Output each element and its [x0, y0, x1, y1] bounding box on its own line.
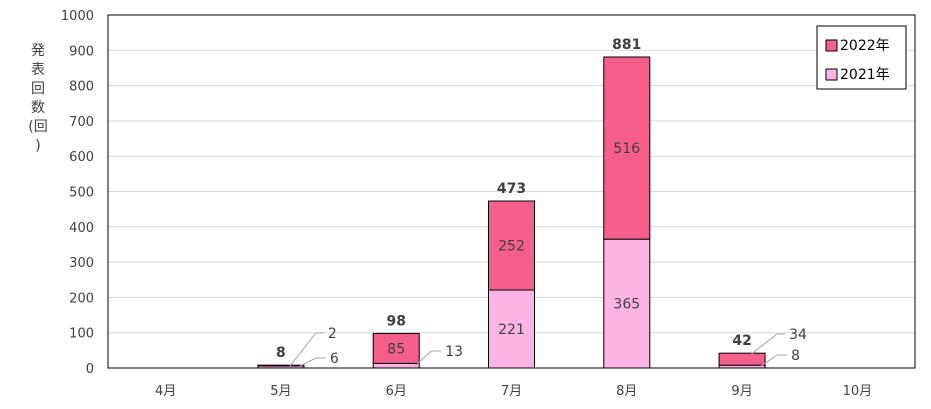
legend-swatch	[825, 68, 838, 81]
y-axis-label-char: (回	[28, 119, 47, 135]
segment-label-2022: 2	[328, 326, 337, 342]
y-axis-label-char: 数	[31, 100, 45, 116]
leader-line-2021	[760, 354, 788, 367]
segment-label-2021: 221	[498, 322, 525, 338]
y-tick-label: 0	[86, 362, 94, 377]
segment-label-2021: 13	[445, 344, 463, 360]
leader-line-2022	[289, 332, 324, 367]
data-labels: 8 2 6 98 85 13 473 252 221 881 516 365 42 34 8	[276, 37, 807, 367]
y-axis-label-char: 表	[31, 62, 45, 78]
bar-2022	[372, 332, 420, 364]
segment-label-2022: 34	[789, 327, 807, 343]
y-tick-label: 400	[69, 221, 94, 236]
bar-2022	[257, 364, 305, 367]
y-axis-label-char: 発	[31, 43, 45, 59]
x-tick-label: 10月	[843, 384, 873, 399]
x-tick-label: 8月	[616, 384, 637, 399]
x-tick-label: 5月	[270, 384, 291, 399]
segment-label-2021: 8	[791, 348, 800, 364]
y-tick-label: 700	[69, 115, 94, 130]
bar-2022	[488, 200, 535, 291]
segment-label-2021: 6	[330, 351, 339, 367]
bar-2022	[603, 56, 651, 240]
legend-swatch	[825, 39, 838, 52]
total-label: 42	[732, 333, 751, 349]
total-label: 8	[276, 345, 286, 361]
y-axis-label-char: 回	[31, 81, 45, 97]
leader-line-2021	[414, 350, 442, 367]
x-tick-label: 6月	[386, 384, 407, 399]
bars	[257, 56, 766, 369]
leader-line-2021	[299, 357, 326, 367]
plot-frame	[107, 14, 916, 369]
y-axis-label-char: )	[35, 138, 40, 154]
bar-2021	[603, 238, 651, 369]
x-tick-label: 7月	[501, 384, 522, 399]
y-tick-label: 900	[69, 44, 94, 59]
segment-label-2022: 252	[498, 239, 525, 255]
total-label: 473	[497, 181, 526, 197]
segment-label-2022: 85	[387, 341, 405, 357]
y-tick-label: 100	[69, 327, 94, 342]
y-axis-ticks: 0 100 200 300 400 500 600 700 800 900 1000	[61, 9, 94, 377]
bar-2022	[718, 352, 766, 366]
x-tick-label: 4月	[155, 384, 176, 399]
x-tick-label: 9月	[731, 384, 752, 399]
y-tick-label: 600	[69, 150, 94, 165]
segment-label-2022: 516	[613, 141, 640, 157]
x-axis-categories: 4月 5月 6月 7月 8月 9月 10月	[155, 384, 872, 399]
y-tick-label: 200	[69, 291, 94, 306]
total-label: 881	[612, 37, 641, 53]
bar-2021	[372, 362, 420, 369]
legend-label: 2022年	[840, 38, 890, 54]
legend: 2022年 2021年	[816, 25, 907, 90]
segment-label-2021: 365	[613, 297, 640, 313]
y-tick-label: 500	[69, 186, 94, 201]
y-tick-label: 800	[69, 80, 94, 95]
total-label: 98	[386, 313, 405, 329]
legend-label: 2021年	[840, 67, 890, 83]
y-tick-label: 300	[69, 256, 94, 271]
y-tick-label: 1000	[61, 9, 94, 24]
leader-line-2022	[750, 333, 786, 355]
